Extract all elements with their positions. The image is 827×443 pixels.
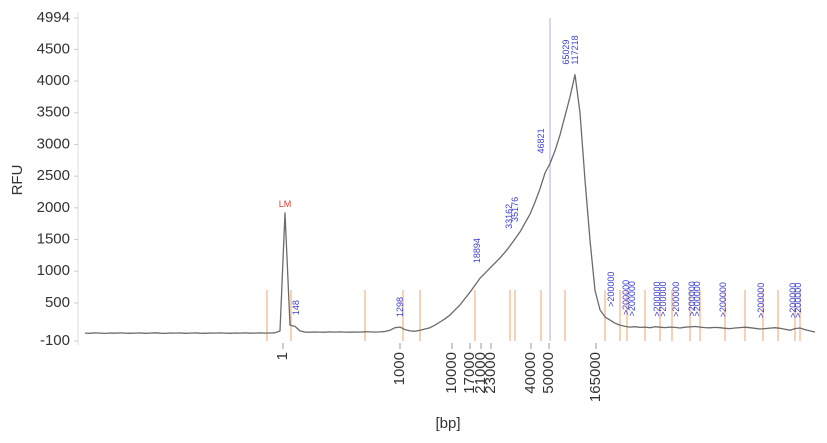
peak-label: >200000: [793, 283, 803, 318]
x-tick-label: 17000: [461, 352, 478, 394]
y-tick-label: 2000: [37, 199, 70, 216]
peak-label: >200000: [621, 280, 631, 315]
peak-label: >200000: [687, 281, 697, 316]
y-tick-label: 3000: [37, 135, 70, 152]
y-axis-label: RFU: [9, 165, 26, 196]
y-tick-label: 4500: [37, 40, 70, 57]
peak-label: >200000: [718, 282, 728, 317]
peak-label: 1298: [395, 297, 405, 317]
peak-label: 33162: [504, 204, 514, 229]
peak-label: 148: [291, 300, 301, 315]
x-tick-label: 40000: [522, 352, 539, 394]
y-tick-label: 4000: [37, 72, 70, 89]
y-tick-label: 1500: [37, 231, 70, 248]
x-tick-label: 10000: [443, 352, 460, 394]
peak-label: >200000: [652, 281, 662, 316]
y-tick-label: 2500: [37, 167, 70, 184]
x-tick-label: 50000: [540, 352, 557, 394]
peak-label: >200000: [756, 283, 766, 318]
peak-label: >200000: [606, 272, 616, 307]
peak-label: LM: [279, 199, 292, 209]
x-tick-label: 21000: [472, 352, 489, 394]
x-axis-label: [bp]: [435, 415, 460, 432]
peak-label: >200000: [671, 282, 681, 317]
peak-label: 18894: [472, 238, 482, 263]
peak-label: >200000: [692, 281, 702, 316]
y-tick-label: 1000: [37, 262, 70, 279]
peak-label: >200000: [658, 281, 668, 316]
y-tick-label: -100: [40, 332, 70, 349]
x-tick-label: 1: [274, 352, 291, 360]
y-tick-label: 500: [45, 294, 70, 311]
peak-label: >200000: [788, 283, 798, 318]
y-tick-label: 4994: [37, 9, 70, 26]
trace: [84, 74, 816, 335]
peak-label: 117218: [570, 35, 580, 64]
peak-label: >200000: [627, 281, 637, 316]
y-tick-label: 3500: [37, 104, 70, 121]
x-tick-label: 165000: [587, 352, 604, 402]
peak-label: 46821: [536, 128, 546, 153]
peak-label: 65029: [561, 40, 571, 65]
x-tick-label: 1000: [391, 352, 408, 385]
x-tick-label: 23000: [482, 352, 499, 394]
peak-label: 35176: [510, 197, 520, 222]
